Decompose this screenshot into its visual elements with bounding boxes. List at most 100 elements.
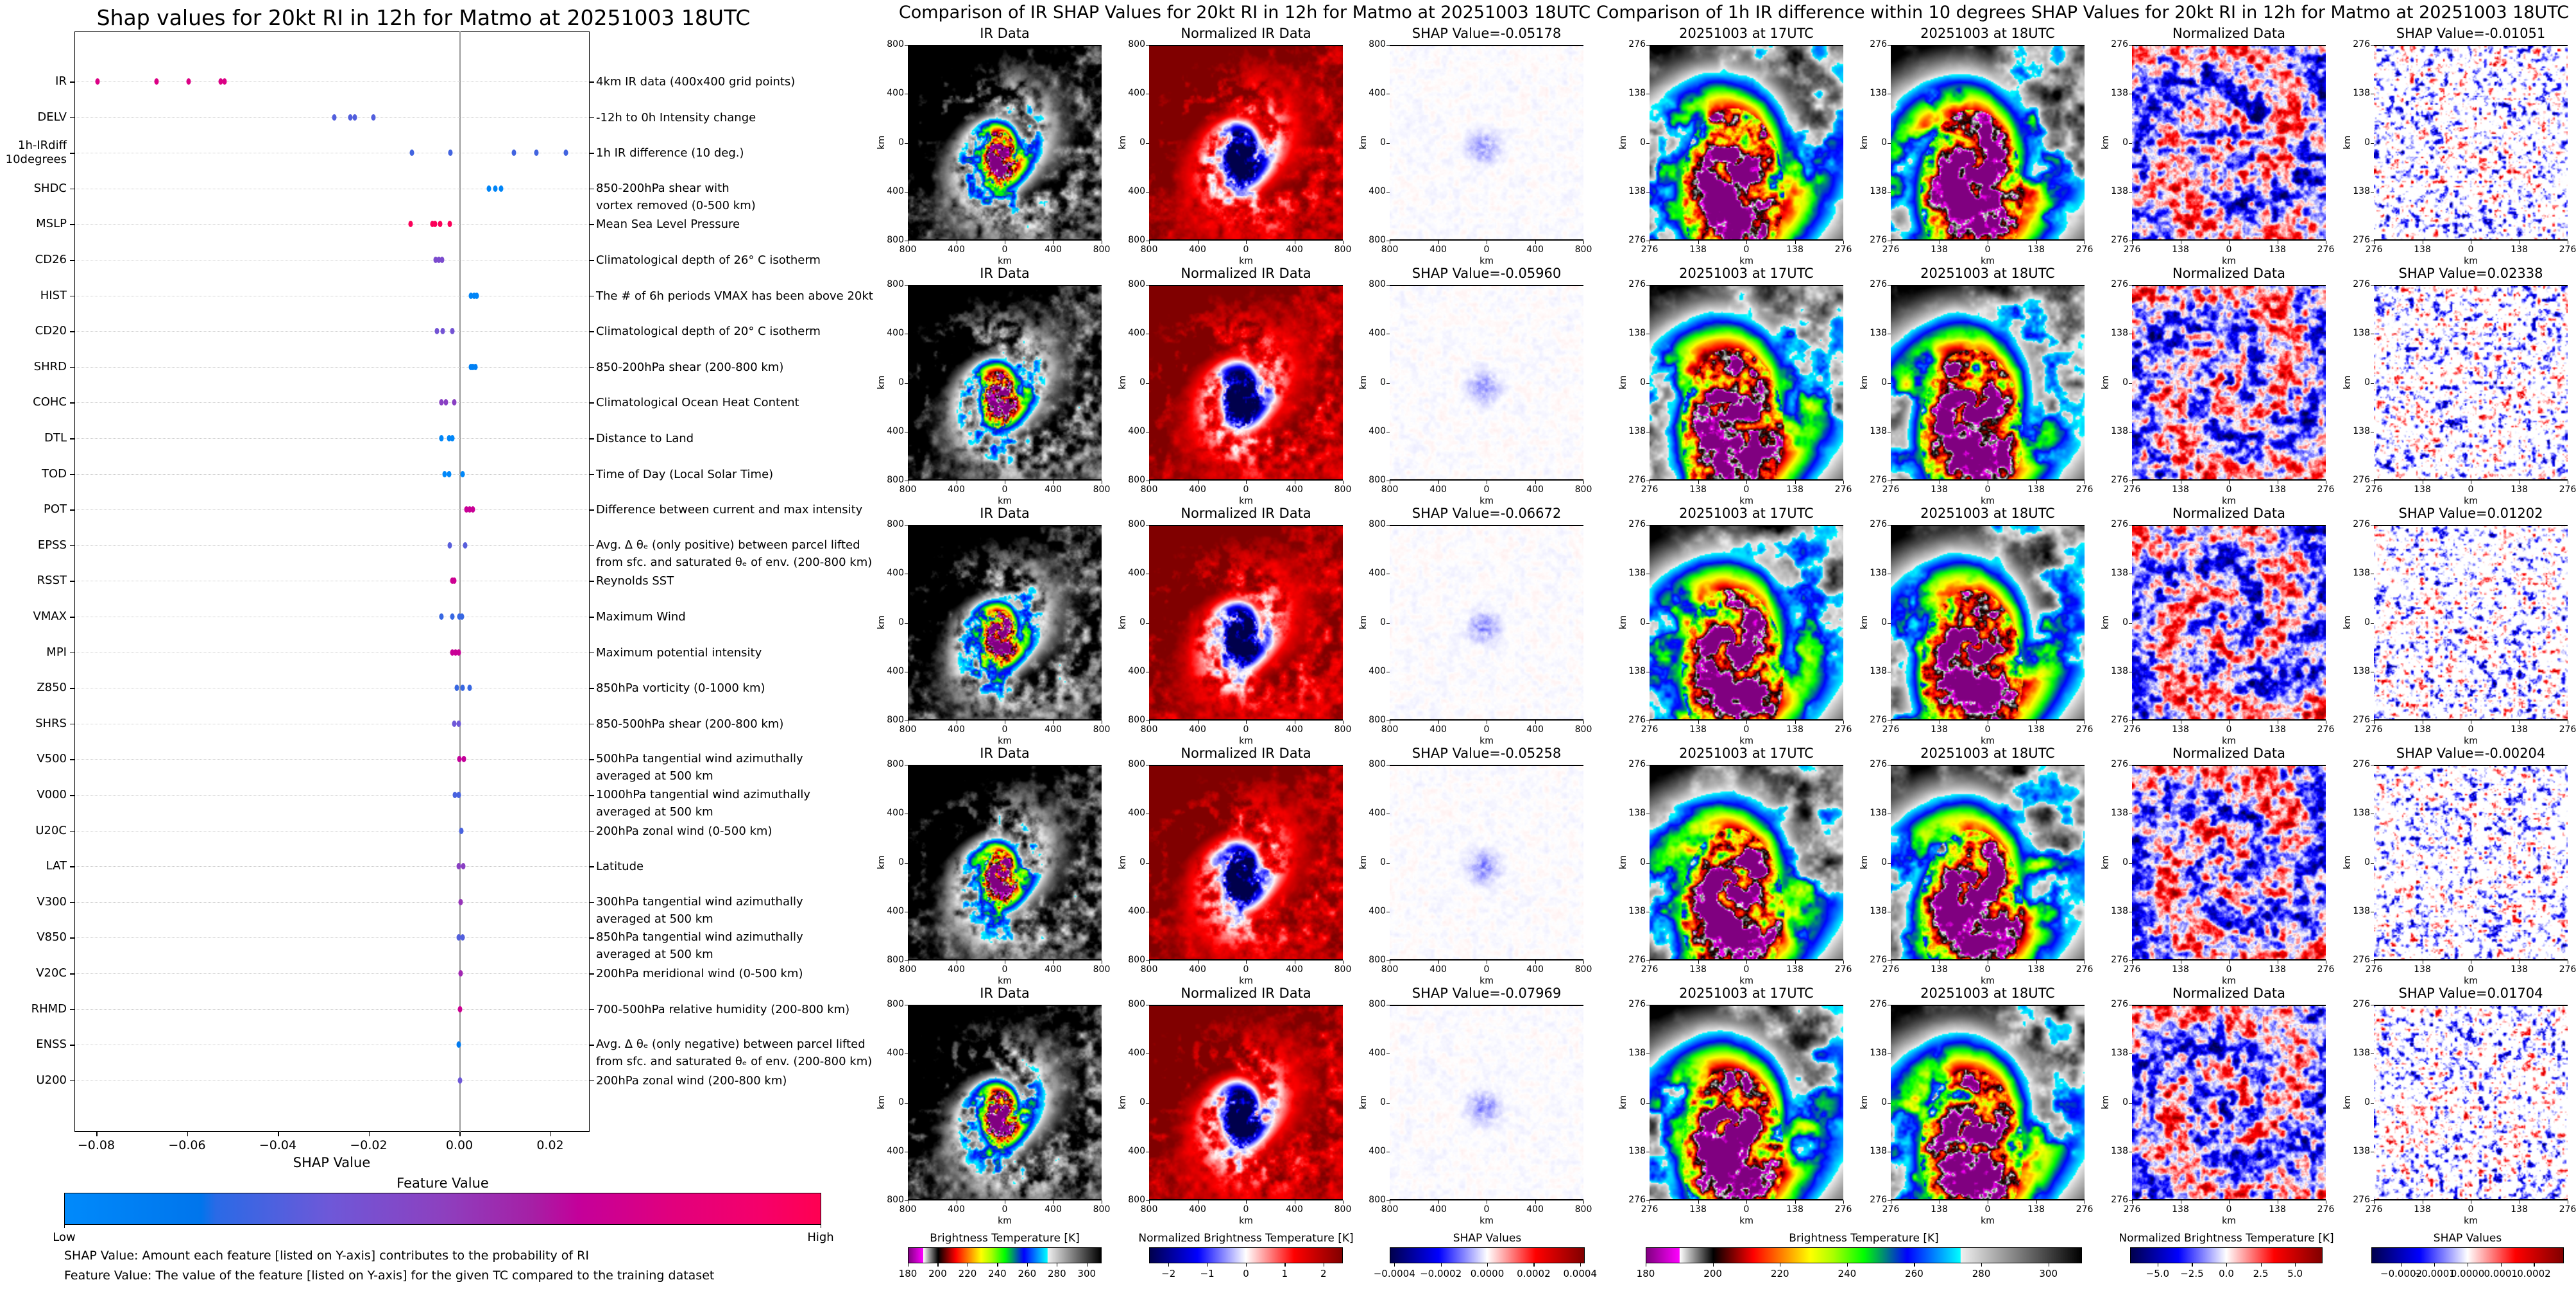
colorbar-tick-label: −0.0001 [2413, 1268, 2455, 1279]
y-axis-label: km [1617, 1095, 1628, 1109]
y-axis-label: km [1117, 375, 1128, 389]
satellite-image-panel [1650, 45, 1843, 241]
y-tick-label: 400 [1369, 568, 1386, 579]
y-tick [2129, 45, 2132, 46]
x-tick-label: 0 [1743, 964, 1750, 975]
y-axis-label: km [1859, 855, 1870, 869]
x-tick-label: 276 [2559, 964, 2576, 975]
y-tick-label: 276 [2353, 235, 2370, 245]
y-tick-label: 400 [1128, 1145, 1145, 1156]
x-tick-label: 0 [2468, 1204, 2474, 1215]
x-tick [1795, 481, 1796, 484]
y-axis-label: km [1358, 1095, 1369, 1109]
shap-dot [468, 363, 473, 370]
y-tick-label: 800 [1128, 475, 1145, 485]
x-tick [1149, 721, 1150, 724]
y-tick-label: 276 [1628, 519, 1646, 529]
feature-description-label: Climatological depth of 26° C isotherm [596, 253, 821, 267]
x-tick-label: 0 [1743, 1204, 1750, 1215]
y-tick-label: 138 [1870, 905, 1887, 916]
shap-dot [450, 435, 455, 441]
y-tick-label: 138 [2353, 185, 2370, 196]
y-tick-label: 276 [1870, 999, 1887, 1009]
colorbar-tick-label: −5.0 [2145, 1268, 2170, 1279]
x-tick-label: 276 [2317, 484, 2335, 495]
x-axis-label: km [1480, 256, 1494, 266]
x-tick-label: 0 [1243, 724, 1249, 735]
shap-dot [452, 399, 457, 406]
y-tick-label: 800 [887, 999, 904, 1009]
x-tick [2229, 1200, 2230, 1204]
diff-comparison-title: Comparison of 1h IR difference within 10… [1596, 3, 2569, 22]
y-tick-label: 138 [2353, 1048, 2370, 1059]
shap-dot [456, 792, 461, 798]
y-tick-label: 800 [1128, 999, 1145, 1009]
x-tick-label: 400 [1429, 484, 1447, 495]
y-tick [1646, 1102, 1650, 1104]
y-tick-label: 138 [2353, 568, 2370, 579]
x-tick-label: 138 [2269, 964, 2286, 975]
shap-dot [438, 221, 443, 228]
panel-title: Normalized IR Data [1181, 506, 1311, 521]
colorbar-title: Normalized Brightness Temperature [K] [2119, 1232, 2334, 1245]
y-tick-label: 800 [1128, 279, 1145, 289]
y-tick [70, 331, 74, 332]
colorbar-tick-label: 220 [1770, 1268, 1789, 1279]
y-tick-label: 138 [2111, 1145, 2128, 1156]
ir-comparison-title: Comparison of IR SHAP Values for 20kt RI… [898, 3, 1591, 22]
x-tick [1246, 960, 1247, 964]
x-tick-label: 276 [2559, 1204, 2576, 1215]
y-tick-label: 276 [1628, 235, 1646, 245]
panel-title: 20251003 at 17UTC [1679, 986, 1814, 1001]
gridline [76, 81, 588, 82]
x-tick [1535, 241, 1536, 244]
x-tick [1843, 1200, 1845, 1204]
colorbar-tick [1712, 1263, 1714, 1267]
x-tick-label: 400 [1526, 724, 1544, 735]
x-axis-label: km [2464, 256, 2478, 266]
x-tick-label: 0 [1984, 484, 1991, 495]
y-tick-label: 0 [2364, 1097, 2370, 1107]
y-tick [1888, 622, 1891, 624]
y-tick-label: 800 [1128, 519, 1145, 529]
feature-description-label: 300hPa tangential wind azimuthally avera… [596, 894, 803, 926]
y-tick [2371, 960, 2374, 962]
x-tick-label: 0 [1002, 484, 1008, 495]
y-tick-right [590, 652, 594, 654]
x-tick-label: 138 [1786, 724, 1804, 735]
y-tick-right [590, 581, 594, 582]
colorbar-tick-label: 0.0004 [1563, 1268, 1598, 1279]
y-tick [905, 285, 908, 286]
panel-title: SHAP Value=-0.05178 [1412, 26, 1562, 41]
shap-dot [450, 649, 455, 656]
x-tick [278, 1132, 279, 1136]
feature-name-label: DELV [37, 110, 67, 124]
colorbar-tick [2226, 1263, 2228, 1267]
colorbar-seismic [1390, 1247, 1585, 1263]
panel-title: SHAP Value=-0.01051 [2396, 26, 2546, 41]
x-tick-label: 0 [2226, 724, 2232, 735]
y-tick-label: 276 [2111, 759, 2128, 769]
satellite-image-panel [1650, 525, 1843, 721]
panel-title: Normalized IR Data [1181, 986, 1311, 1001]
y-tick-label: 800 [887, 519, 904, 529]
x-axis-label: km [1480, 496, 1494, 506]
feature-description-label: 1000hPa tangential wind azimuthally aver… [596, 788, 811, 819]
y-tick-label: 0 [2364, 857, 2370, 867]
y-tick [70, 402, 74, 404]
x-tick-label: 138 [1689, 1204, 1707, 1215]
x-axis-label: km [1239, 496, 1253, 506]
x-tick-label: 138 [1786, 1204, 1804, 1215]
y-tick [2371, 1200, 2374, 1202]
x-tick-label: 800 [1334, 484, 1352, 495]
x-tick [1535, 481, 1536, 484]
colorbar-tick-label: −0.0002 [1420, 1268, 1462, 1279]
panel-title: Normalized IR Data [1181, 266, 1311, 281]
y-tick-label: 800 [1369, 235, 1386, 245]
y-axis-label: km [1859, 375, 1870, 389]
y-tick [70, 295, 74, 297]
x-tick-label: 276 [2123, 484, 2141, 495]
panel-title: IR Data [980, 26, 1030, 41]
colorbar-tick-label: 5.0 [2287, 1268, 2303, 1279]
feature-name-label: V300 [37, 894, 67, 909]
